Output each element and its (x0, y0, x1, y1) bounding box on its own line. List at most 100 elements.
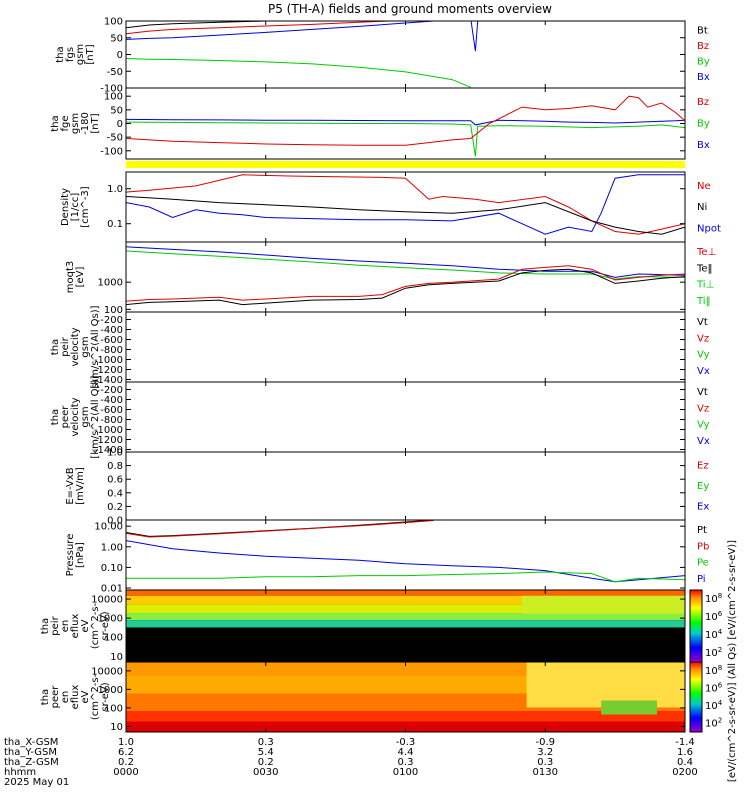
x-row-value: -1.4 (675, 737, 695, 748)
colorbar-tick-label: 108 (705, 592, 722, 605)
y-axis-label: eflux (70, 614, 81, 639)
series-Bt (126, 21, 284, 29)
legend-entry: Pt (697, 525, 707, 536)
y-axis-label: fgs (65, 47, 76, 62)
y-tick-label: 100 (104, 633, 123, 644)
y-tick-label: 1.00 (101, 542, 123, 553)
x-row-value: 6.2 (118, 747, 134, 758)
y-tick-label: 1000 (98, 685, 123, 696)
y-axis-label: [nT] (90, 113, 101, 133)
x-row-value: 0200 (672, 767, 697, 778)
legend-entry: Te⊥ (696, 247, 716, 258)
legend-entry: Bz (697, 97, 709, 108)
series-Pi (126, 540, 685, 583)
series-Ti⊥ (126, 246, 685, 278)
x-row-value: 0.3 (398, 757, 414, 768)
y-tick-label: 0.1 (107, 219, 123, 230)
spectrogram-band (126, 595, 685, 605)
series-Pt (126, 520, 434, 537)
x-row-value: -0.9 (535, 737, 555, 748)
colorbar-tick-label: 108 (705, 664, 722, 677)
y-tick-label: 50 (110, 33, 123, 44)
panel-pressure: 0.01 0.10 1.00 10.00 Pressure [nPa] Pt Pb Pe Pi (65, 519, 709, 595)
y-tick-label: -1200 (94, 365, 123, 376)
y-axis-label: [nT] (85, 44, 96, 64)
y-tick-label: -1000 (94, 425, 123, 436)
y-tick-label: -800 (100, 415, 123, 426)
x-row-value: 0.4 (677, 757, 693, 768)
legend-entry: By (697, 119, 710, 130)
colorbar-tick-label: 102 (705, 716, 722, 729)
legend-entry: Bx (697, 72, 710, 83)
legend-entry: Npot (697, 223, 721, 234)
legend-entry: Pe (697, 558, 709, 569)
series-Bx (126, 21, 480, 52)
y-tick-label: 0.8 (107, 461, 123, 472)
date-label: 2025 May 01 (4, 777, 69, 788)
x-row-value: 5.4 (258, 747, 274, 758)
y-tick-label: -800 (100, 345, 123, 356)
y-tick-label: -600 (100, 335, 123, 346)
spectrogram-peir_spectrogram (126, 590, 685, 662)
y-tick-label: 0.01 (101, 584, 123, 595)
x-row-value: 0100 (393, 767, 418, 778)
x-row-value: 0.2 (258, 757, 274, 768)
series-Te⊥ (126, 265, 685, 302)
colorbar (689, 589, 703, 663)
colorbar-label: [eV/(cm^2-s-sr-eV)] (All Qs) [eV/(cm^2-s… (727, 540, 738, 782)
y-axis-label: gsm (70, 113, 81, 134)
y-axis-label: velocity (70, 327, 81, 366)
legend-entry: Ey (697, 481, 709, 492)
y-axis-label: tha (40, 618, 51, 634)
x-row-value: 0000 (113, 767, 138, 778)
y-tick-label: -100 (100, 84, 123, 95)
y-tick-label: 10.00 (94, 522, 123, 533)
legend-entry: Ez (697, 460, 709, 471)
y-axis-label: fge (60, 115, 71, 131)
y-tick-label: -50 (107, 67, 123, 78)
y-axis-label: -180 (80, 112, 91, 135)
colorbar-tick-label: 104 (705, 628, 723, 641)
legend-entry: Ti⊥ (696, 280, 714, 291)
legend-entry: Vx (697, 436, 710, 447)
x-row-value: 0.3 (258, 737, 274, 748)
legend-entry: Ex (697, 502, 709, 513)
y-axis-label: velocity (70, 397, 81, 436)
series-By (126, 121, 685, 157)
y-axis-label: gsm (80, 336, 91, 357)
x-row-value: 3.2 (537, 747, 553, 758)
series-Npot (126, 174, 685, 235)
legend-entry: Bz (697, 41, 709, 52)
y-axis-label: tha (55, 46, 66, 62)
x-row-value: 4.4 (398, 747, 414, 758)
panel-frame (125, 381, 686, 453)
y-tick-label: 0.10 (101, 563, 123, 574)
x-row-value: 0130 (533, 767, 558, 778)
series-Bz (126, 21, 401, 35)
y-axis-label: peir (50, 615, 61, 635)
colorbar (689, 661, 703, 733)
panel-peir_velocity: -200-400-600-800-1000-1200-1400 tha peir ve… (50, 305, 710, 388)
legend-entry: Bx (697, 140, 710, 151)
y-tick-label: -50 (107, 133, 123, 144)
y-tick-label: 100 (104, 17, 123, 28)
y-tick-label: -600 (100, 405, 123, 416)
y-tick-label: 50 (110, 105, 123, 116)
panel-efield: 0.0 0.2 0.4 0.6 0.8 1.0 E=-VxB [mV/m] Ez Ey Ex (65, 448, 709, 527)
y-axis-label: en (60, 620, 71, 633)
flag-bar (126, 161, 685, 168)
y-axis-label: [nPa] (75, 542, 86, 568)
colorbar-tick-label: 106 (705, 610, 723, 623)
x-row-value: 1.6 (677, 747, 693, 758)
y-tick-label: -200 (100, 315, 123, 326)
series-Te‖ (126, 268, 685, 306)
series-Pe (126, 571, 685, 583)
legend-entry: Vt (697, 387, 708, 398)
y-axis-label: gsm (80, 406, 91, 427)
legend-entry: Pb (697, 541, 709, 552)
y-axis-label: tha (40, 689, 51, 705)
y-tick-label: 0.6 (107, 475, 123, 486)
y-tick-label: -1200 (94, 435, 123, 446)
legend-entry: Vx (697, 366, 710, 377)
